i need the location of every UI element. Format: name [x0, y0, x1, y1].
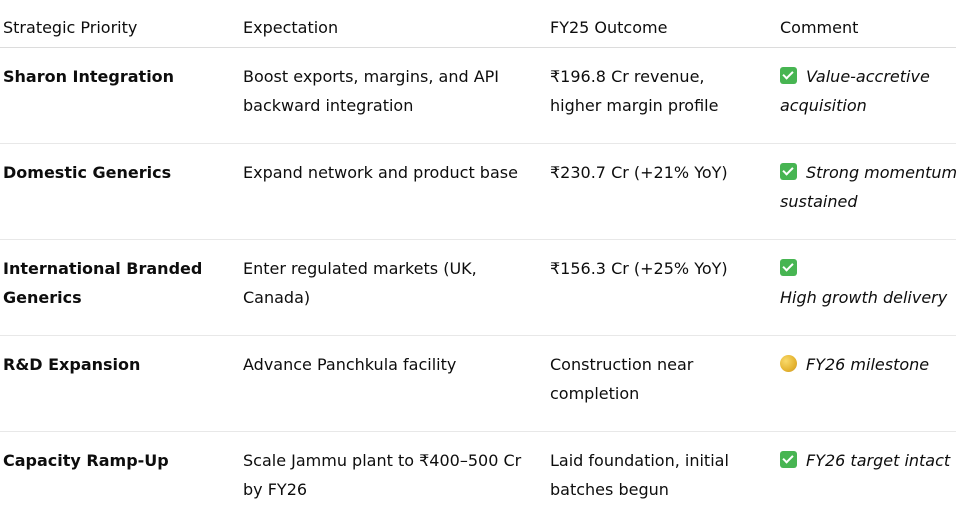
header-strategic-priority: Strategic Priority	[0, 0, 243, 48]
expectation-text: Scale Jammu plant to ₹400–500 Cr by FY26	[243, 450, 522, 499]
coin-icon	[780, 354, 797, 372]
row-expectation-cell: Scale Jammu plant to ₹400–500 Cr by FY26	[243, 431, 550, 527]
row-priority-cell: International Branded Generics	[0, 239, 243, 336]
row-comment-cell: FY26 target intact	[780, 431, 956, 527]
table-header: Strategic Priority Expectation FY25 Outc…	[0, 0, 956, 48]
comment-text: FY26 target intact	[806, 450, 951, 470]
outcome-text: ₹230.7 Cr (+21% YoY)	[550, 162, 728, 182]
comment-text: FY26 milestone	[806, 354, 930, 374]
row-priority-cell: Sharon Integration	[0, 47, 243, 144]
table-row: Capacity Ramp-Up Scale Jammu plant to ₹4…	[0, 431, 956, 527]
comment-text: High growth delivery	[780, 287, 948, 307]
row-priority-cell: R&D Expansion	[0, 335, 243, 432]
row-expectation-cell: Expand network and product base	[243, 143, 550, 240]
priority-name: Sharon Integration	[3, 66, 175, 86]
row-expectation-cell: Enter regulated markets (UK, Canada)	[243, 239, 550, 336]
table-body: Sharon Integration Boost exports, margin…	[0, 47, 956, 527]
header-comment: Comment	[780, 0, 956, 48]
table-row: Domestic Generics Expand network and pro…	[0, 143, 956, 240]
check-icon	[780, 162, 797, 180]
outcome-text: Laid foundation, initial batches begun	[550, 450, 729, 499]
header-expectation: Expectation	[243, 0, 550, 48]
row-outcome-cell: ₹230.7 Cr (+21% YoY)	[550, 143, 780, 240]
comment-text-continued: acquisition	[780, 95, 867, 115]
priority-name: Capacity Ramp-Up	[3, 450, 169, 470]
header-fy25-outcome: FY25 Outcome	[550, 0, 780, 48]
row-comment-cell: Strong momentum sustained	[780, 143, 956, 240]
row-outcome-cell: Construction near completion	[550, 335, 780, 432]
priority-name: R&D Expansion	[3, 354, 141, 374]
row-priority-cell: Capacity Ramp-Up	[0, 431, 243, 527]
expectation-text: Enter regulated markets (UK, Canada)	[243, 258, 477, 307]
row-expectation-cell: Boost exports, margins, and API backward…	[243, 47, 550, 144]
expectation-text: Advance Panchkula facility	[243, 354, 457, 374]
comment-text: Strong momentum	[806, 162, 956, 182]
check-icon	[780, 66, 797, 84]
expectation-text: Expand network and product base	[243, 162, 518, 182]
table-row: Sharon Integration Boost exports, margin…	[0, 47, 956, 144]
expectation-text: Boost exports, margins, and API backward…	[243, 66, 500, 115]
comment-text: Value-accretive	[806, 66, 930, 86]
priority-name: Domestic Generics	[3, 162, 172, 182]
row-comment-cell: FY26 milestone	[780, 335, 956, 432]
comment-text-continued: sustained	[780, 191, 858, 211]
outcome-text: ₹196.8 Cr revenue, higher margin profile	[550, 66, 719, 115]
check-icon	[780, 450, 797, 468]
table-row: R&D Expansion Advance Panchkula facility…	[0, 335, 956, 432]
row-outcome-cell: ₹156.3 Cr (+25% YoY)	[550, 239, 780, 336]
outcome-text: Construction near completion	[550, 354, 694, 403]
priority-name: International Branded Generics	[3, 258, 203, 307]
row-comment-cell: Value-accretive acquisition	[780, 47, 956, 144]
row-outcome-cell: Laid foundation, initial batches begun	[550, 431, 780, 527]
check-icon	[780, 258, 797, 276]
row-expectation-cell: Advance Panchkula facility	[243, 335, 550, 432]
row-priority-cell: Domestic Generics	[0, 143, 243, 240]
row-comment-cell: High growth delivery	[780, 239, 956, 336]
row-outcome-cell: ₹196.8 Cr revenue, higher margin profile	[550, 47, 780, 144]
table-row: International Branded Generics Enter reg…	[0, 239, 956, 336]
outcome-text: ₹156.3 Cr (+25% YoY)	[550, 258, 728, 278]
header-row: Strategic Priority Expectation FY25 Outc…	[0, 0, 956, 48]
